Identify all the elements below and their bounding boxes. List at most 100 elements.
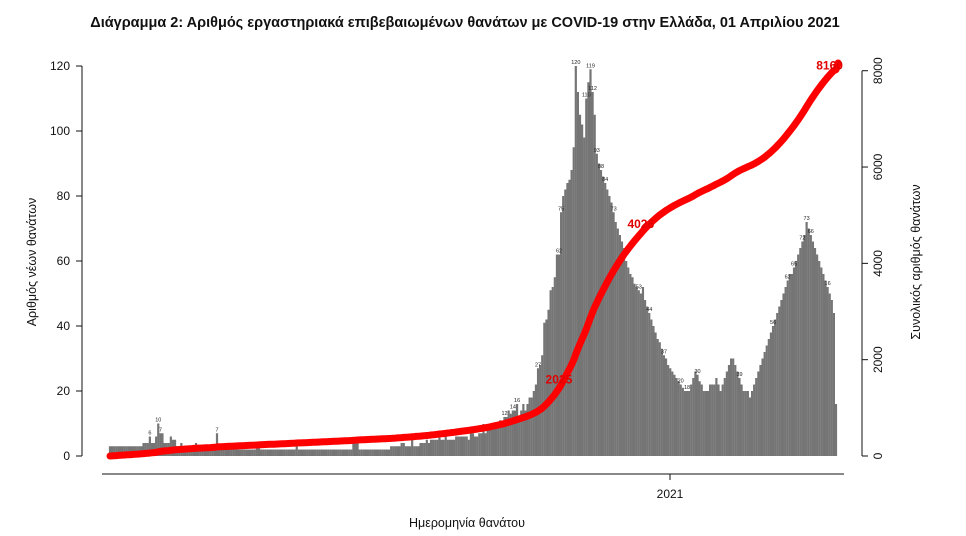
bar (662, 355, 666, 456)
bar (333, 449, 336, 456)
bar (494, 426, 498, 456)
y2-axis-label: Συνολικός αριθμός θανάτων (909, 184, 923, 339)
bar (427, 443, 431, 456)
bar (419, 443, 422, 456)
bar (457, 436, 460, 456)
bar (278, 449, 282, 456)
bar (618, 235, 621, 456)
bar (765, 345, 768, 456)
bar (813, 248, 817, 456)
bar (503, 417, 506, 456)
bar (753, 384, 756, 456)
bar (650, 319, 653, 456)
bar (574, 66, 577, 456)
bar (622, 248, 626, 456)
bar (155, 436, 158, 456)
bar (583, 137, 586, 456)
bar (593, 114, 596, 456)
x-tick-label: 2021 (657, 487, 684, 501)
bar (824, 280, 827, 456)
bar (312, 449, 315, 456)
bar (786, 280, 789, 456)
bar (522, 404, 525, 456)
bar (719, 391, 722, 456)
bar (526, 404, 529, 456)
bar (482, 430, 485, 456)
bar (669, 368, 672, 456)
bar (390, 446, 393, 456)
bar (524, 410, 527, 456)
bar (310, 449, 313, 456)
bar (694, 371, 697, 456)
bar (295, 446, 298, 456)
bar (411, 439, 414, 456)
bar (350, 449, 353, 456)
bar (322, 449, 326, 456)
cumulative-line-group (106, 59, 842, 460)
bar (375, 449, 378, 456)
bar (685, 391, 689, 456)
bar (683, 391, 687, 456)
bar-data-label: 88 (598, 164, 604, 170)
bar (444, 436, 447, 456)
bar (159, 433, 162, 456)
bar (304, 449, 307, 456)
bar (633, 283, 636, 456)
bar (291, 449, 294, 456)
bar (566, 183, 569, 456)
bar (587, 82, 590, 456)
bar-data-label: 119 (586, 63, 595, 69)
bar (646, 306, 649, 456)
bar-data-label: 7 (159, 427, 162, 433)
bar (274, 449, 277, 456)
bar (335, 449, 338, 456)
bar (822, 274, 825, 456)
bar (805, 222, 808, 456)
bar (423, 443, 426, 456)
bar (732, 358, 735, 456)
bar (513, 410, 517, 456)
bar (224, 449, 227, 456)
bar (643, 300, 647, 456)
bar (297, 449, 300, 456)
bar (637, 290, 640, 456)
bar-data-label: 30 (694, 369, 700, 375)
bar (287, 449, 290, 456)
bar (438, 436, 441, 456)
bar (599, 170, 603, 456)
bar-data-label: 112 (588, 86, 597, 92)
bar (797, 254, 800, 456)
bar (778, 306, 781, 456)
bar (543, 322, 546, 456)
bar-data-label: 12 (501, 411, 507, 417)
bar (471, 433, 475, 456)
bar (664, 358, 668, 456)
bar (236, 449, 240, 456)
bar (709, 384, 712, 456)
bar (113, 446, 116, 456)
bar (507, 410, 510, 456)
bar (199, 449, 202, 456)
bar (562, 196, 565, 456)
bar (616, 228, 619, 456)
y2-tick-label: 4000 (871, 250, 885, 277)
bar (635, 287, 638, 456)
bar (142, 443, 145, 456)
bar (811, 241, 815, 456)
bar-data-label: 75 (558, 206, 564, 212)
bar (490, 426, 493, 456)
bar (704, 391, 708, 456)
bar (404, 446, 407, 456)
bar (677, 381, 680, 456)
bar (799, 248, 802, 456)
bar (362, 449, 365, 456)
bar (144, 443, 147, 456)
bar (408, 446, 412, 456)
bar (276, 449, 279, 456)
bar (736, 371, 739, 456)
bar (648, 313, 651, 456)
bar (325, 449, 328, 456)
bar (688, 391, 691, 456)
cumulative-data-label: 4026 (627, 217, 654, 231)
bar (218, 446, 221, 456)
